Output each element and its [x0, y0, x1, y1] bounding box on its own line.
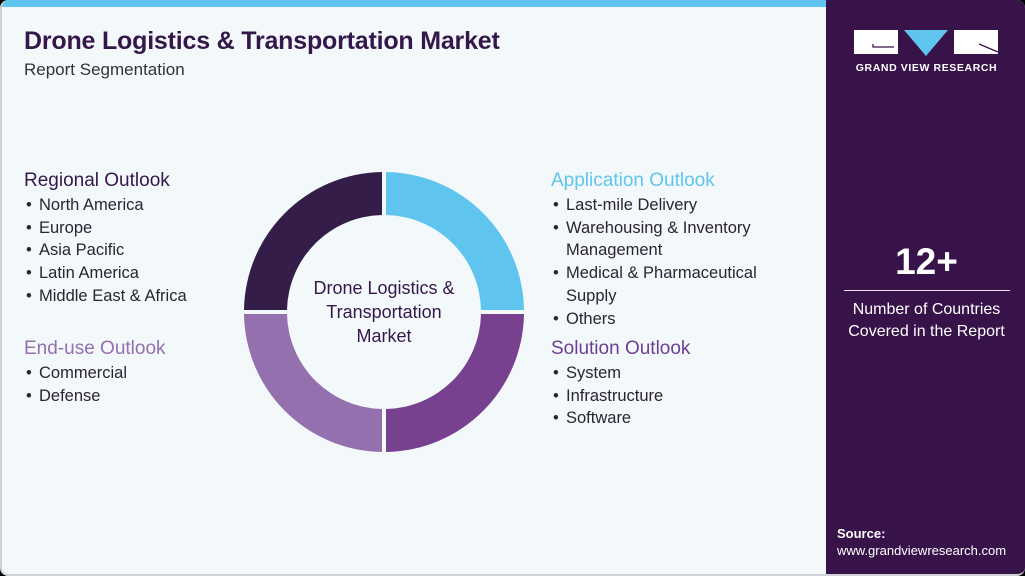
- source-url: www.grandviewresearch.com: [837, 543, 1007, 558]
- list-item: Commercial: [24, 362, 166, 385]
- list-item: Latin America: [24, 262, 187, 285]
- solution-outlook-list: System Infrastructure Software: [551, 362, 690, 430]
- top-accent-bar: [2, 0, 826, 7]
- list-item: Defense: [24, 385, 166, 408]
- donut-center-line: Drone Logistics &: [313, 278, 455, 298]
- stat-value: 12+: [895, 241, 958, 282]
- regional-outlook-section: Regional Outlook North America Europe As…: [24, 170, 187, 308]
- list-item: Infrastructure: [551, 385, 690, 408]
- list-item: Software: [551, 407, 690, 430]
- application-outlook-list: Last-mile Delivery Warehousing & Invento…: [551, 194, 757, 330]
- application-outlook-title: Application Outlook: [551, 170, 715, 191]
- application-outlook-section: Application Outlook Last-mile Delivery W…: [551, 170, 757, 330]
- donut-center-label: Drone Logistics & Transportation Market: [284, 276, 484, 348]
- source-block: Source: www.grandviewresearch.com: [837, 525, 1006, 559]
- solution-outlook-title: Solution Outlook: [551, 338, 691, 359]
- donut-center-line: Market: [356, 326, 412, 346]
- enduse-outlook-list: Commercial Defense: [24, 362, 166, 407]
- countries-stat: 12+ Number of Countries Covered in the R…: [826, 240, 1025, 343]
- solution-outlook-section: Solution Outlook System Infrastructure S…: [551, 338, 690, 430]
- list-item: Others: [551, 308, 757, 331]
- source-label: Source:: [837, 526, 886, 541]
- stat-label-line: Number of Countries: [852, 301, 1001, 318]
- brand-name: GRAND VIEW RESEARCH: [855, 62, 998, 74]
- stat-divider: [843, 290, 1010, 291]
- regional-outlook-title: Regional Outlook: [24, 170, 170, 191]
- stat-label-line: Covered in the Report: [848, 323, 1005, 340]
- sidebar-panel: GRAND VIEW RESEARCH 12+ Number of Countr…: [826, 0, 1025, 574]
- list-item: Medical & Pharmaceutical: [551, 262, 757, 285]
- donut-segment-solution: [386, 314, 524, 452]
- enduse-outlook-section: End-use Outlook Commercial Defense: [24, 338, 166, 407]
- list-item: Europe: [24, 217, 187, 240]
- gvr-logo-icon: [854, 30, 998, 56]
- donut-center-line: Transportation: [326, 302, 442, 322]
- list-item: System: [551, 362, 690, 385]
- list-item-continuation: Management: [566, 241, 663, 260]
- list-item: Last-mile Delivery: [551, 194, 757, 217]
- list-item: Asia Pacific: [24, 239, 187, 262]
- page-title: Drone Logistics & Transportation Market: [24, 27, 500, 55]
- list-item-continuation: Supply: [566, 286, 617, 305]
- main-panel: Drone Logistics & Transportation Market …: [2, 0, 826, 574]
- donut-segment-regional: [244, 172, 382, 310]
- segmentation-donut: [244, 172, 524, 452]
- list-item: Warehousing & Inventory: [551, 217, 757, 240]
- list-item: North America: [24, 194, 187, 217]
- regional-outlook-list: North America Europe Asia Pacific Latin …: [24, 194, 187, 308]
- enduse-outlook-title: End-use Outlook: [24, 338, 166, 359]
- donut-segment-application: [386, 172, 524, 310]
- page-subtitle: Report Segmentation: [24, 60, 185, 79]
- list-item: Middle East & Africa: [24, 285, 187, 308]
- donut-segment-enduse: [244, 314, 382, 452]
